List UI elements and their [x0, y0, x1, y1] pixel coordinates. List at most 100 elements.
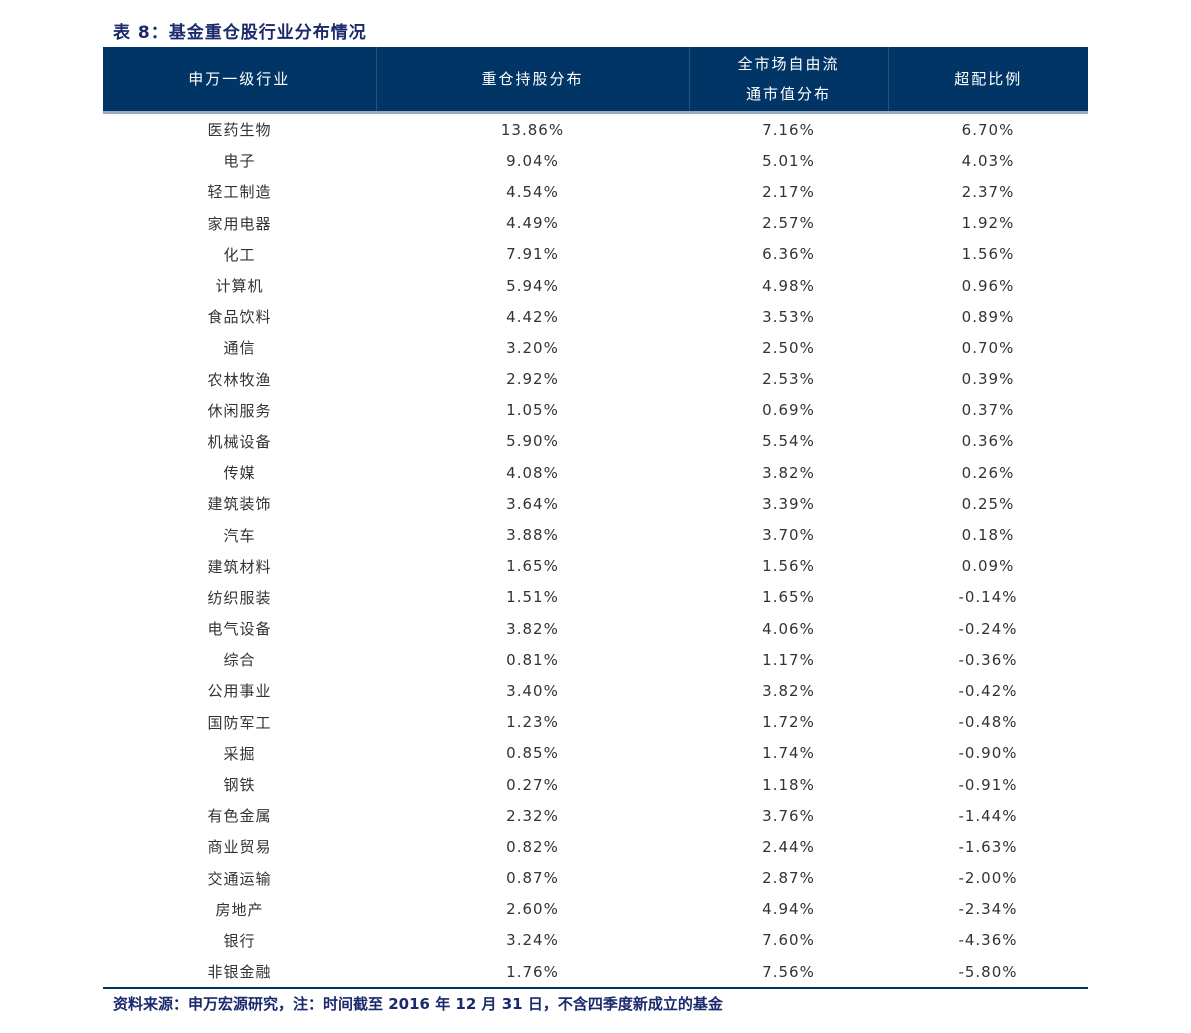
- table-row: 钢铁 0.27% 1.18% -0.91%: [103, 769, 1088, 800]
- cell-market-cap: 7.16%: [762, 120, 815, 139]
- cell-overweight: -1.44%: [958, 806, 1018, 825]
- cell-holdings: 7.91%: [506, 245, 559, 264]
- table-row: 化工 7.91% 6.36% 1.56%: [103, 239, 1088, 270]
- cell-market-cap: 0.69%: [762, 401, 815, 420]
- cell-industry: 房地产: [215, 900, 264, 919]
- table-row: 传媒 4.08% 3.82% 0.26%: [103, 457, 1088, 488]
- cell-industry: 医药生物: [207, 121, 272, 140]
- table-row: 休闲服务 1.05% 0.69% 0.37%: [103, 395, 1088, 426]
- cell-overweight: 2.37%: [961, 182, 1015, 201]
- table-row: 食品饮料 4.42% 3.53% 0.89%: [103, 301, 1088, 332]
- cell-overweight: -1.63%: [958, 837, 1018, 856]
- cell-holdings: 3.88%: [506, 526, 559, 545]
- cell-overweight: -4.36%: [958, 931, 1018, 950]
- cell-holdings: 3.40%: [506, 681, 559, 700]
- cell-holdings: 1.65%: [506, 557, 559, 576]
- table-row: 建筑装饰 3.64% 3.39% 0.25%: [103, 488, 1088, 519]
- cell-market-cap: 1.18%: [762, 775, 815, 794]
- cell-holdings: 0.82%: [506, 837, 559, 856]
- table-row: 计算机 5.94% 4.98% 0.96%: [103, 270, 1088, 301]
- cell-holdings: 13.86%: [500, 120, 565, 139]
- cell-market-cap: 3.76%: [762, 806, 815, 825]
- cell-market-cap: 2.17%: [762, 182, 815, 201]
- cell-holdings: 4.42%: [506, 307, 559, 326]
- industry-distribution-table: 申万一级行业 重仓持股分布 全市场自由流通市值分布 超配比例 医药生物 13.86…: [103, 47, 1088, 990]
- table-row: 房地产 2.60% 4.94% -2.34%: [103, 894, 1088, 925]
- cell-holdings: 3.20%: [506, 338, 559, 357]
- cell-industry: 有色金属: [207, 807, 272, 826]
- cell-holdings: 5.90%: [506, 432, 559, 451]
- cell-overweight: 4.03%: [961, 151, 1015, 170]
- cell-overweight: 0.89%: [961, 307, 1015, 326]
- cell-holdings: 1.76%: [376, 956, 689, 990]
- cell-industry: 通信: [223, 339, 256, 358]
- cell-holdings: 9.04%: [506, 151, 559, 170]
- cell-market-cap: 2.50%: [762, 338, 815, 357]
- cell-overweight: 0.70%: [961, 338, 1015, 357]
- cell-market-cap: 2.44%: [762, 837, 815, 856]
- table-row: 通信 3.20% 2.50% 0.70%: [103, 332, 1088, 363]
- cell-industry: 家用电器: [207, 214, 272, 233]
- cell-holdings: 1.51%: [506, 588, 559, 607]
- cell-industry: 建筑材料: [207, 557, 272, 576]
- cell-market-cap: 1.72%: [762, 713, 815, 732]
- cell-industry: 钢铁: [223, 776, 256, 795]
- cell-industry: 化工: [223, 245, 256, 264]
- cell-holdings: 4.54%: [506, 182, 559, 201]
- cell-industry: 机械设备: [207, 432, 272, 451]
- cell-industry: 汽车: [223, 526, 256, 545]
- cell-overweight: -0.24%: [958, 619, 1018, 638]
- source-note: 资料来源：申万宏源研究，注：时间截至 2016 年 12 月 31 日，不含四季…: [113, 995, 723, 1013]
- cell-overweight: -5.80%: [888, 956, 1088, 990]
- cell-industry: 食品饮料: [207, 308, 272, 327]
- cell-market-cap: 5.54%: [762, 432, 815, 451]
- cell-market-cap: 7.56%: [689, 956, 888, 990]
- cell-holdings: 4.49%: [506, 214, 559, 233]
- table-row: 机械设备 5.90% 5.54% 0.36%: [103, 426, 1088, 457]
- cell-industry: 国防军工: [207, 713, 272, 732]
- cell-industry: 电子: [223, 152, 256, 171]
- cell-holdings: 0.81%: [506, 650, 559, 669]
- cell-overweight: -0.14%: [958, 588, 1018, 607]
- header-industry: 申万一级行业: [103, 47, 376, 113]
- cell-overweight: 0.39%: [961, 370, 1015, 389]
- header-holdings: 重仓持股分布: [375, 47, 689, 113]
- cell-overweight: -0.42%: [958, 681, 1018, 700]
- cell-industry: 银行: [223, 931, 256, 950]
- cell-holdings: 1.23%: [506, 713, 559, 732]
- cell-overweight: -2.34%: [958, 900, 1018, 919]
- cell-overweight: -0.91%: [958, 775, 1018, 794]
- cell-overweight: -0.90%: [958, 744, 1018, 763]
- cell-market-cap: 4.06%: [762, 619, 815, 638]
- cell-market-cap: 3.53%: [762, 307, 815, 326]
- table-row: 建筑材料 1.65% 1.56% 0.09%: [103, 551, 1088, 582]
- header-row: 申万一级行业 重仓持股分布 全市场自由流通市值分布 超配比例: [103, 47, 1088, 113]
- cell-market-cap: 5.01%: [762, 151, 815, 170]
- cell-overweight: 0.18%: [961, 526, 1015, 545]
- cell-industry: 轻工制造: [207, 183, 272, 202]
- cell-overweight: 0.26%: [961, 463, 1015, 482]
- cell-holdings: 2.92%: [506, 370, 559, 389]
- table-row: 汽车 3.88% 3.70% 0.18%: [103, 519, 1088, 550]
- table-row: 商业贸易 0.82% 2.44% -1.63%: [103, 831, 1088, 862]
- header-market-cap: 全市场自由流通市值分布: [688, 47, 888, 113]
- cell-industry: 计算机: [215, 277, 264, 296]
- cell-market-cap: 1.65%: [762, 588, 815, 607]
- cell-industry: 商业贸易: [207, 838, 272, 857]
- cell-overweight: 1.56%: [961, 245, 1015, 264]
- cell-overweight: 0.37%: [961, 401, 1015, 420]
- cell-industry: 电气设备: [207, 620, 272, 639]
- table-row: 银行 3.24% 7.60% -4.36%: [103, 925, 1088, 956]
- cell-holdings: 3.82%: [506, 619, 559, 638]
- cell-holdings: 0.85%: [506, 744, 559, 763]
- table-row: 非银金融 1.76% 7.56% -5.80%: [103, 956, 1088, 990]
- cell-industry: 综合: [223, 651, 256, 670]
- cell-industry: 采掘: [223, 744, 256, 763]
- table-row: 交通运输 0.87% 2.87% -2.00%: [103, 863, 1088, 894]
- table-title: 表 8：基金重仓股行业分布情况: [113, 23, 367, 43]
- cell-market-cap: 1.17%: [762, 650, 815, 669]
- table-row: 国防军工 1.23% 1.72% -0.48%: [103, 707, 1088, 738]
- cell-holdings: 3.24%: [506, 931, 559, 950]
- table-row: 电子 9.04% 5.01% 4.03%: [103, 145, 1088, 176]
- cell-market-cap: 1.74%: [762, 744, 815, 763]
